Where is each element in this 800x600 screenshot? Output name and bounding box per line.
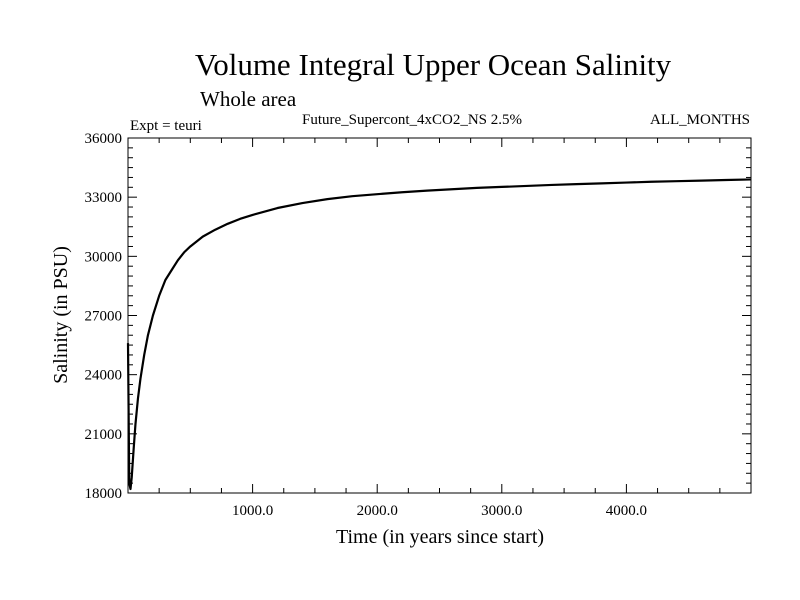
run-label: Future_Supercont_4xCO2_NS 2.5%: [302, 112, 522, 128]
y-tick-label: 18000: [85, 486, 123, 502]
y-tick-label: 30000: [85, 249, 123, 265]
y-tick-label: 21000: [85, 427, 123, 443]
experiment-label: Expt = teuri: [130, 118, 202, 134]
y-axis-tick-labels: 18000 21000 24000 27000 30000 33000 36000: [85, 131, 123, 502]
y-tick-label: 24000: [85, 368, 123, 384]
y-tick-label: 36000: [85, 131, 123, 147]
y-tick-label: 27000: [85, 309, 123, 325]
y-tick-label: 33000: [85, 190, 123, 206]
chart-title: Volume Integral Upper Ocean Salinity: [195, 47, 672, 82]
series-line: [126, 178, 752, 491]
x-tick-label: 3000.0: [481, 503, 522, 519]
x-axis-ticks: [158, 138, 721, 493]
y-axis-ticks: [128, 147, 751, 484]
x-axis-tick-labels: 1000.0 2000.0 3000.0 4000.0: [232, 503, 647, 519]
y-axis-label: Salinity (in PSU): [50, 246, 72, 384]
x-tick-label: 2000.0: [357, 503, 398, 519]
x-tick-label: 4000.0: [606, 503, 647, 519]
chart-subtitle: Whole area: [200, 87, 297, 111]
months-label: ALL_MONTHS: [650, 112, 750, 128]
plot-frame: [127, 137, 752, 494]
x-axis-label: Time (in years since start): [336, 526, 544, 548]
x-tick-label: 1000.0: [232, 503, 273, 519]
